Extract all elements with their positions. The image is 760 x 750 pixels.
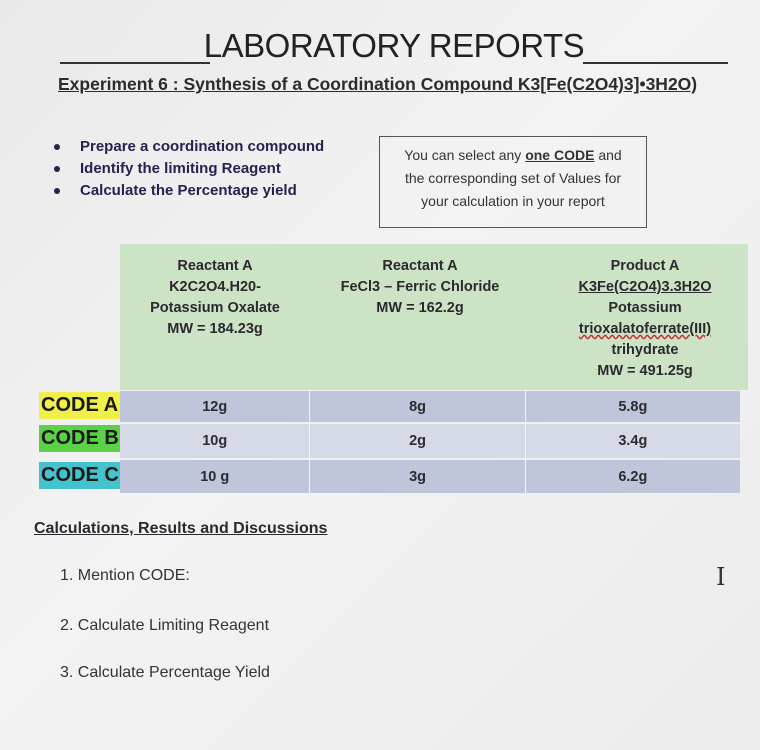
title-block: LABORATORY REPORTS: [60, 28, 728, 64]
table-header-bg: [120, 244, 748, 390]
header-line: Reactant A: [177, 258, 253, 274]
header-line: trihydrate: [611, 342, 679, 358]
header-line: K3Fe(C2O4)3.3H2O: [578, 279, 712, 295]
task-limiting-reagent: 2. Calculate Limiting Reagent: [60, 617, 270, 634]
text-cursor-icon: I: [716, 563, 726, 591]
instruction-text: and: [594, 147, 622, 163]
code-a-label: CODE A: [39, 392, 121, 419]
column-header-reactant-ferric: Reactant A FeCl3 – Ferric Chloride MW = …: [320, 256, 520, 319]
bullet-icon: [54, 166, 60, 172]
table-cell: 10g: [202, 433, 228, 449]
header-line: trioxalatoferrate(III): [578, 321, 712, 337]
code-c-label: CODE C: [39, 462, 121, 489]
header-line: MW = 184.23g: [167, 321, 263, 337]
code-b-label: CODE B: [39, 425, 121, 452]
objective-text: Identify the limiting Reagent: [80, 160, 281, 177]
header-line: Potassium: [608, 300, 682, 316]
title-rule-right: [583, 62, 728, 64]
objectives-list: Prepare a coordination compound Identify…: [54, 136, 324, 202]
table-row: 10 g 3g 6.2g: [120, 460, 740, 493]
header-line: Product A: [610, 258, 680, 274]
table-cell: 5.8g: [524, 391, 740, 422]
task-mention-code: 1. Mention CODE:: [60, 567, 190, 584]
table-cell: 2g: [309, 424, 524, 458]
header-line: K2C2O4.H20-: [169, 279, 261, 295]
header-line: Potassium Oxalate: [150, 300, 280, 316]
table-cell: 3.4g: [524, 424, 740, 458]
bullet-icon: [54, 188, 60, 194]
objective-text: Prepare a coordination compound: [80, 138, 325, 155]
table-cell: 10 g: [200, 468, 230, 485]
instruction-box: You can select any one CODE and the corr…: [379, 136, 647, 228]
section-heading: Calculations, Results and Discussions: [34, 520, 328, 537]
header-line: MW = 162.2g: [376, 300, 464, 316]
experiment-subtitle: Experiment 6 : Synthesis of a Coordinati…: [58, 74, 698, 94]
list-item: Prepare a coordination compound: [54, 136, 324, 158]
table-row: 10g 2g 3.4g: [120, 424, 740, 458]
list-item: Calculate the Percentage yield: [54, 180, 324, 202]
instruction-line-3: your calculation in your report: [421, 193, 605, 209]
list-item: Identify the limiting Reagent: [54, 158, 324, 180]
instruction-line-1: You can select any one CODE and: [380, 144, 646, 167]
title-rule-left: [60, 62, 210, 64]
table-cell: 6.2g: [524, 460, 740, 493]
header-line: MW = 491.25g: [597, 363, 693, 379]
task-percentage-yield: 3. Calculate Percentage Yield: [60, 664, 270, 681]
bullet-icon: [54, 144, 60, 150]
instruction-line-2: the corresponding set of Values for: [404, 170, 622, 186]
column-header-reactant-oxalate: Reactant A K2C2O4.H20- Potassium Oxalate…: [130, 256, 300, 340]
column-header-product: Product A K3Fe(C2O4)3.3H2O Potassium tri…: [545, 256, 745, 382]
header-line: FeCl3 – Ferric Chloride: [340, 279, 500, 295]
table-row: 12g 8g 5.8g: [120, 391, 740, 422]
page-title: LABORATORY REPORTS: [203, 27, 585, 64]
objective-text: Calculate the Percentage yield: [80, 182, 297, 199]
instruction-text: You can select any: [404, 147, 526, 163]
header-line: Reactant A: [382, 258, 458, 274]
table-cell: 8g: [309, 391, 524, 422]
table-cell: 3g: [309, 460, 524, 493]
table-cell: 12g: [202, 398, 228, 415]
instruction-emphasis: one CODE: [525, 147, 595, 163]
